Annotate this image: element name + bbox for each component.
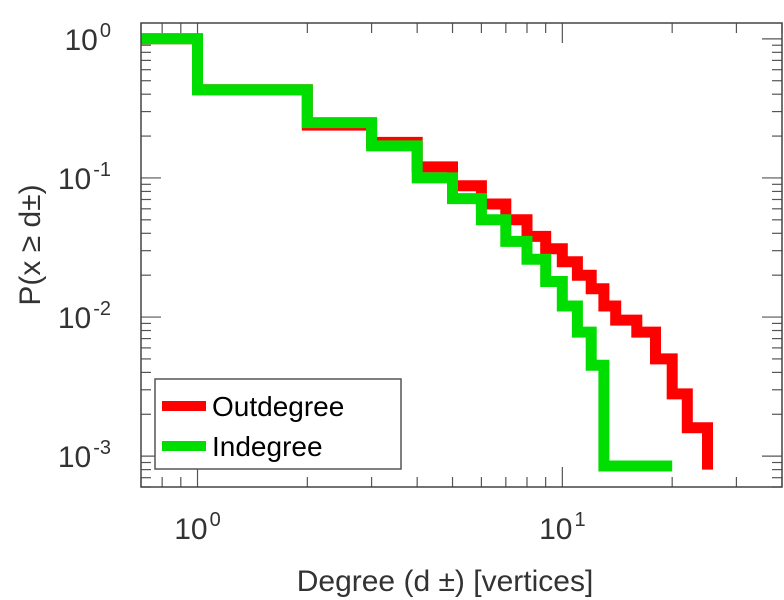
plot-frame bbox=[140, 22, 783, 488]
x-axis-title: Degree (d ±) [vertices] bbox=[297, 565, 594, 598]
series-lines bbox=[141, 33, 713, 472]
legend-box bbox=[154, 378, 402, 470]
legend-label-outdegree: Outdegree bbox=[212, 391, 344, 422]
y-tick-label: 10 -3 bbox=[58, 437, 111, 474]
x-tick-label: 10 1 bbox=[539, 509, 586, 546]
x-tick-label: 10 0 bbox=[174, 509, 221, 546]
y-axis-title: P(x ≥ d±) bbox=[14, 184, 47, 305]
series-line-indegree bbox=[141, 33, 673, 472]
legend: Outdegree Indegree bbox=[154, 378, 402, 470]
legend-label-indegree: Indegree bbox=[212, 431, 323, 462]
y-tick-label: 10 -2 bbox=[58, 298, 111, 335]
y-tick-label: 10 0 bbox=[65, 20, 112, 57]
y-tick-label: 10 -1 bbox=[58, 159, 111, 196]
axes-frame bbox=[140, 22, 783, 488]
